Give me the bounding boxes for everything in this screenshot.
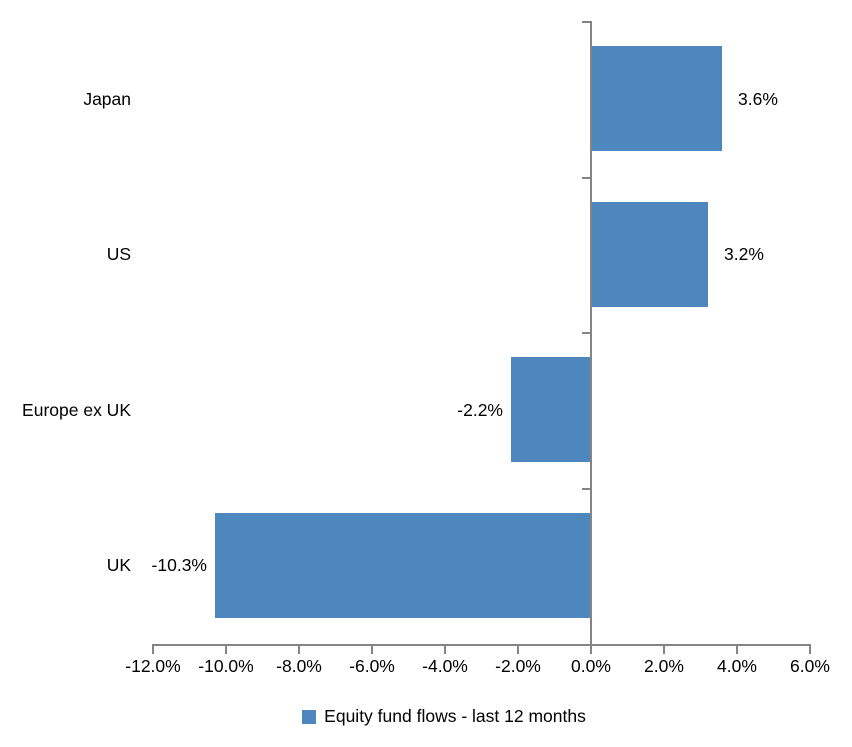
category-label-us: US [106,244,131,264]
category-label-uk: UK [106,555,131,575]
category-label-japan: Japan [83,89,131,109]
x-axis-tick [298,644,300,654]
x-tick-label: 0.0% [571,656,611,676]
category-axis-tick [582,21,590,23]
x-axis-tick [152,644,154,654]
data-label-europe-ex-uk: -2.2% [457,400,503,420]
x-tick-label: -2.0% [495,656,541,676]
x-tick-label: 2.0% [644,656,684,676]
x-tick-label: -8.0% [276,656,322,676]
bar-japan [591,46,723,151]
value-axis-line [152,644,811,646]
category-axis-tick [582,332,590,334]
x-tick-label: -6.0% [349,656,395,676]
x-axis-tick [225,644,227,654]
legend-swatch-icon [302,709,317,724]
x-axis-tick [590,644,592,654]
category-axis-line [590,21,592,652]
x-axis-tick [371,644,373,654]
data-label-us: 3.2% [724,244,764,264]
x-axis-tick [736,644,738,654]
category-label-europe-ex-uk: Europe ex UK [22,400,131,420]
x-axis-tick [663,644,665,654]
bar-uk [215,513,591,618]
x-axis-tick [809,644,811,654]
bar-europe-ex-uk [510,357,591,462]
bar-us [591,202,708,307]
x-axis-tick [517,644,519,654]
x-tick-label: 4.0% [717,656,757,676]
category-axis-tick [582,488,590,490]
data-label-uk: -10.3% [151,555,207,575]
x-axis-tick [444,644,446,654]
legend: Equity fund flows - last 12 months [0,706,852,726]
legend-label: Equity fund flows - last 12 months [324,706,586,726]
x-tick-label: -12.0% [125,656,181,676]
data-label-japan: 3.6% [738,89,778,109]
category-axis-tick [582,177,590,179]
x-tick-label: 6.0% [790,656,830,676]
x-tick-label: -4.0% [422,656,468,676]
x-tick-label: -10.0% [198,656,254,676]
